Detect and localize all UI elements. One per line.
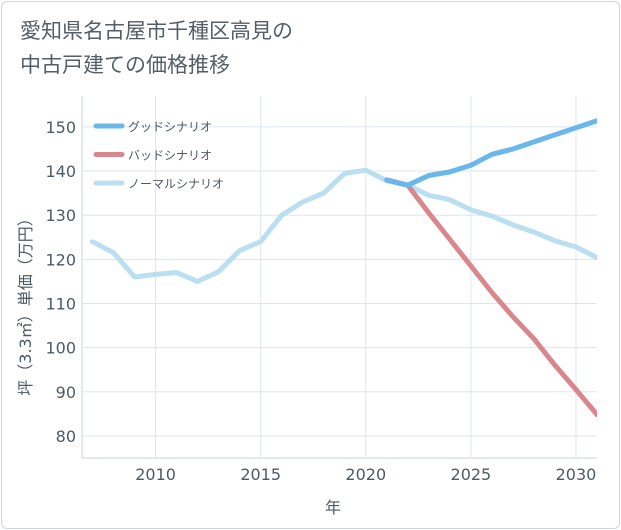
chart-title-line-1: 愛知県名古屋市千種区高見の — [20, 19, 293, 43]
grid — [81, 96, 597, 459]
y-axis-ticks: 80 90 100 110 120 130 140 150 — [45, 118, 76, 446]
series-line-2 — [90, 167, 597, 284]
legend-label-2: ノーマルシナリオ — [128, 177, 224, 191]
series-line-0 — [384, 118, 597, 188]
x-tick-label: 2015 — [240, 465, 281, 484]
legend-label-0: グッドシナリオ — [128, 120, 212, 134]
y-tick-label: 100 — [45, 339, 76, 358]
x-tick-label: 2010 — [135, 465, 176, 484]
series-layer — [90, 118, 597, 418]
y-tick-label: 150 — [45, 118, 76, 137]
x-tick-label: 2025 — [451, 465, 492, 484]
x-tick-label: 2030 — [556, 465, 597, 484]
y-tick-label: 110 — [45, 294, 76, 313]
y-tick-label: 90 — [56, 383, 76, 402]
legend-label-1: バッドシナリオ — [128, 149, 212, 163]
y-tick-label: 80 — [56, 427, 76, 446]
chart-title-line-2: 中古戸建ての価格推移 — [20, 53, 230, 77]
x-tick-label: 2020 — [345, 465, 386, 484]
y-axis-title: 坪（3.3㎡）単価（万円） — [16, 210, 35, 395]
chart-title: 愛知県名古屋市千種区高見の 中古戸建ての価格推移 — [20, 14, 440, 82]
y-tick-label: 130 — [45, 206, 76, 225]
y-tick-label: 120 — [45, 250, 76, 269]
series-line-1 — [384, 177, 597, 418]
y-tick-label: 140 — [45, 162, 76, 181]
x-axis-title: 年 — [325, 498, 341, 517]
x-axis-ticks: 2010 2015 2020 2025 2030 — [135, 465, 596, 484]
